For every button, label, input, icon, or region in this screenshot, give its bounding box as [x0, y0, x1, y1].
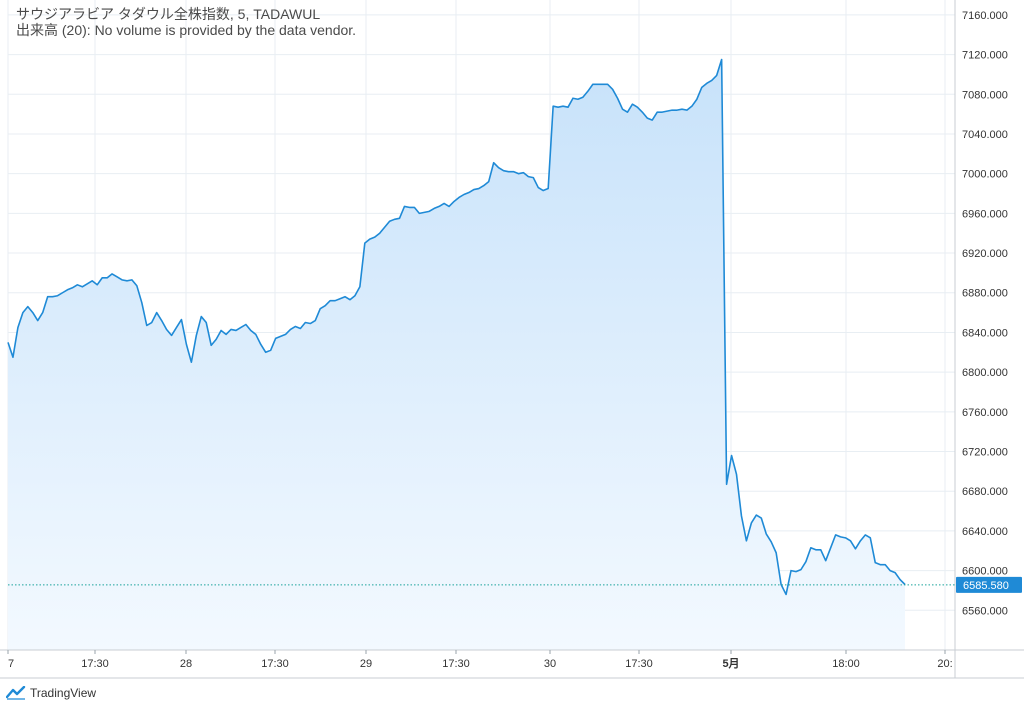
last-price-badge-bg — [956, 576, 1022, 593]
chart-legend: サウジアラビア タダウル全株指数, 5, TADAWUL 出来高 (20): N… — [16, 6, 356, 38]
price-tick-label: 6560.000 — [962, 605, 1008, 617]
time-tick-label: 18:00 — [832, 658, 860, 670]
price-tick-label: 7000.000 — [962, 169, 1008, 181]
time-tick-label: 17:30 — [442, 658, 470, 670]
time-tick-label: 17:30 — [625, 658, 653, 670]
symbol-title: サウジアラビア タダウル全株指数, 5, TADAWUL — [16, 6, 321, 22]
price-tick-label: 6920.000 — [962, 248, 1008, 260]
price-tick-label: 6800.000 — [962, 367, 1008, 379]
price-tick-label: 7120.000 — [962, 50, 1008, 62]
time-tick-label: 29 — [360, 658, 372, 670]
price-line-series — [7, 58, 906, 596]
price-tick-label: 7080.000 — [962, 89, 1008, 101]
price-tick-label: 6680.000 — [962, 486, 1008, 498]
price-scale[interactable]: 7160.000 7120.000 7080.000 7040.000 7000.000… — [962, 10, 1008, 617]
tradingview-logo-icon — [6, 686, 26, 700]
time-scale[interactable]: 7 17:30 28 17:30 29 17:30 30 17:30 5月 18:00 20: — [7, 650, 953, 670]
time-tick-label: 20: — [937, 658, 952, 670]
price-tick-label: 6880.000 — [962, 288, 1008, 300]
time-tick-label: 5月 — [722, 657, 739, 670]
tradingview-brand[interactable]: TradingView — [6, 686, 96, 700]
price-tick-label: 6960.000 — [962, 208, 1008, 220]
time-tick-label: 17:30 — [81, 658, 109, 670]
last-price-value: 6585.580 — [963, 580, 1009, 592]
time-tick-label: 28 — [180, 658, 192, 670]
price-tick-label: 6640.000 — [962, 526, 1008, 538]
price-tick-label: 7160.000 — [962, 10, 1008, 22]
time-tick-label: 17:30 — [261, 658, 289, 670]
brand-name: TradingView — [30, 686, 97, 700]
price-tick-label: 6720.000 — [962, 447, 1008, 459]
price-tick-label: 6600.000 — [962, 566, 1008, 578]
volume-study-label: 出来高 (20): No volume is provided by the d… — [16, 22, 357, 38]
price-area-fill — [8, 59, 905, 651]
time-tick-label: 30 — [544, 658, 556, 670]
last-price-badge: 6585.580 — [956, 576, 1022, 593]
price-tick-label: 6840.000 — [962, 327, 1008, 339]
price-tick-label: 6760.000 — [962, 407, 1008, 419]
price-tick-label: 7040.000 — [962, 129, 1008, 141]
time-tick-label: 7 — [8, 658, 14, 670]
